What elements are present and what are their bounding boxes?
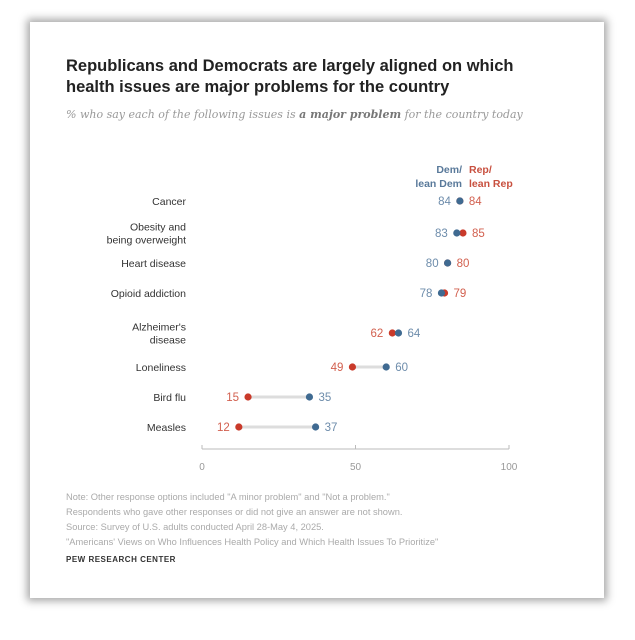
dem-dot [394,329,403,337]
chart-title: Republicans and Democrats are largely al… [66,57,514,96]
value-label: 15 [226,392,239,404]
brand-logo: PEW RESEARCH CENTER [66,555,176,562]
value-label: 49 [331,362,344,374]
category-label: Alzheimer's disease [132,322,186,347]
x-tick-label: 50 [350,462,362,473]
rep-dot [235,423,243,431]
value-label: 80 [426,258,439,270]
subtitle-emphasis: a major problem [299,108,402,121]
legend-rep-line2: lean Rep [469,178,513,190]
category-label: Opioid addiction [111,288,186,300]
value-label: 12 [217,422,230,434]
note-line: Respondents who gave other responses or … [66,507,403,517]
chart-subtitle: % who say each of the following issues i… [66,107,536,123]
value-label: 37 [325,422,338,434]
dem-dot [453,229,461,237]
value-label: 60 [395,362,408,374]
x-tick-label: 100 [501,462,518,473]
category-label: Heart disease [121,258,186,270]
value-label: 62 [371,328,384,340]
value-label: 84 [469,196,482,208]
legend-rep: Rep/lean Rep [469,163,529,191]
dem-dot [444,259,452,267]
category-label: Measles [147,422,186,434]
category-label: Bird flu [153,392,186,404]
rep-dot [459,229,467,237]
dem-dot [382,363,390,371]
x-tick-label: 0 [199,462,205,473]
chart-notes: Note: Other response options included "A… [66,490,546,550]
value-label: 80 [457,258,470,270]
category-label: Loneliness [136,362,186,374]
legend-rep-line1: Rep/ [469,164,492,176]
value-label: 85 [472,228,485,240]
category-label: Obesity and being overweight [107,222,187,247]
source-line: Source: Survey of U.S. adults conducted … [66,522,324,532]
value-label: 35 [318,392,331,404]
dem-dot [437,289,446,297]
dem-dot [305,393,314,401]
value-label: 84 [438,196,451,208]
note-line: Note: Other response options included "A… [66,492,390,502]
subtitle-text-end: for the country today [401,108,523,121]
legend-dem-line2: lean Dem [415,178,462,190]
dem-dot [311,423,320,431]
category-label: Cancer [152,196,186,208]
rep-dot [244,393,252,401]
chart-card [30,22,604,598]
rep-dot [388,329,396,337]
dem-dot [456,197,464,205]
legend-dem: Dem/lean Dem [406,163,462,191]
rep-dot [348,363,357,371]
report-title-line: "Americans' Views on Who Influences Heal… [66,537,439,547]
value-label: 64 [407,328,420,340]
value-label: 83 [435,228,448,240]
subtitle-text: % who say each of the following issues i… [66,108,300,121]
value-label: 79 [454,288,467,300]
value-label: 78 [420,288,433,300]
legend-dem-line1: Dem/ [436,164,462,176]
